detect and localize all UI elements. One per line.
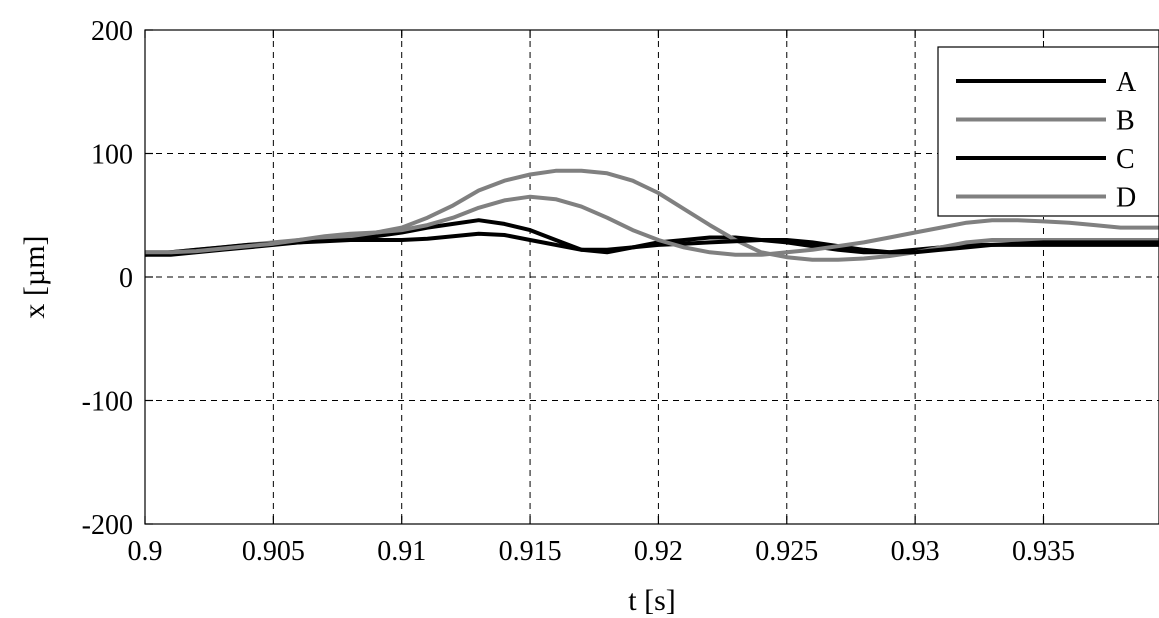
legend-label-c: C — [1116, 144, 1135, 175]
x-tick-label: 0.905 — [242, 536, 305, 567]
legend-label-a: A — [1116, 67, 1137, 98]
y-tick-label: -200 — [82, 510, 133, 541]
y-tick-label: -100 — [82, 387, 133, 418]
x-tick-label: 0.915 — [499, 536, 562, 567]
series-layer — [145, 168, 1159, 262]
x-tick-label: 0.92 — [634, 536, 683, 567]
legend-box — [937, 46, 1159, 217]
x-tick-label: 0.935 — [1012, 536, 1075, 567]
ticks — [144, 29, 1045, 525]
tick-labels: 0.9 0.905 0.91 0.915 0.92 0.925 0.93 0.935 -200 -… — [82, 16, 1075, 567]
y-axis-label: x [µm] — [18, 235, 51, 318]
series-line-d — [145, 194, 1159, 257]
x-tick-label: 0.91 — [377, 536, 426, 567]
y-tick-label: 0 — [119, 263, 133, 294]
x-axis-label: t [s] — [628, 584, 676, 617]
x-tick-label: 0.9 — [128, 536, 163, 567]
y-tick-label: 200 — [91, 16, 133, 47]
y-tick-label: 100 — [91, 140, 133, 171]
x-tick-label: 0.925 — [755, 536, 818, 567]
series-line-c — [145, 231, 1159, 257]
legend-label-b: B — [1116, 106, 1135, 137]
legend-label-d: D — [1116, 183, 1136, 214]
x-tick-label: 0.93 — [891, 536, 940, 567]
